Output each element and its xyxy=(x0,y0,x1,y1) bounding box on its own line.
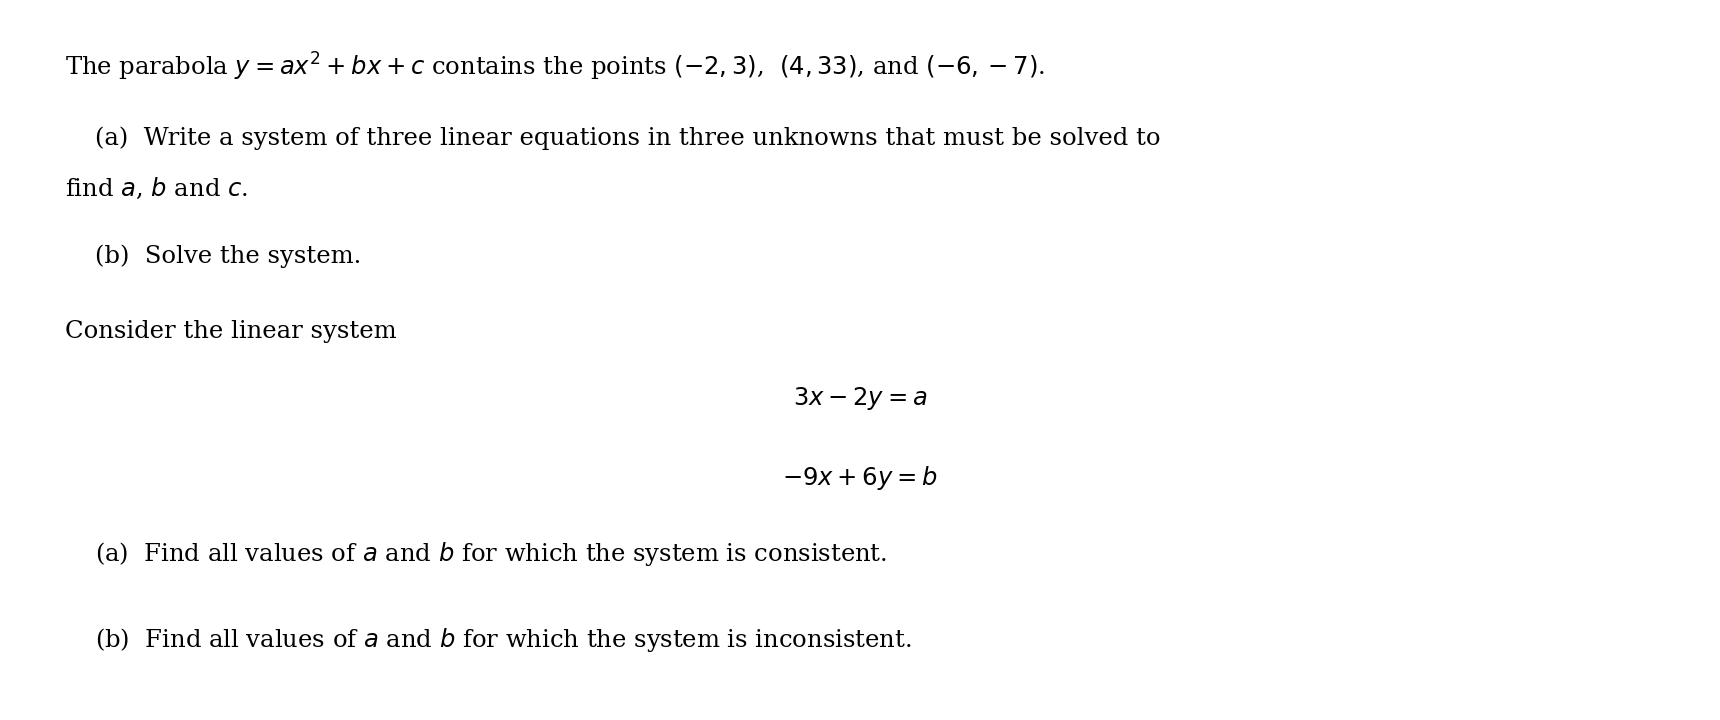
Text: (b)  Find all values of $a$ and $b$ for which the system is inconsistent.: (b) Find all values of $a$ and $b$ for w… xyxy=(95,626,912,654)
Text: The parabola $y = ax^2 + bx + c$ contains the points $(-2, 3)$,  $(4, 33)$, and : The parabola $y = ax^2 + bx + c$ contain… xyxy=(65,50,1046,83)
Text: $3x - 2y = a$: $3x - 2y = a$ xyxy=(793,385,927,412)
Text: $-9x + 6y = b$: $-9x + 6y = b$ xyxy=(783,464,937,492)
Text: Consider the linear system: Consider the linear system xyxy=(65,320,397,343)
Text: (a)  Write a system of three linear equations in three unknowns that must be sol: (a) Write a system of three linear equat… xyxy=(95,126,1159,150)
Text: (a)  Find all values of $a$ and $b$ for which the system is consistent.: (a) Find all values of $a$ and $b$ for w… xyxy=(95,540,888,568)
Text: (b)  Solve the system.: (b) Solve the system. xyxy=(95,245,361,269)
Text: find $a$, $b$ and $c$.: find $a$, $b$ and $c$. xyxy=(65,176,248,202)
